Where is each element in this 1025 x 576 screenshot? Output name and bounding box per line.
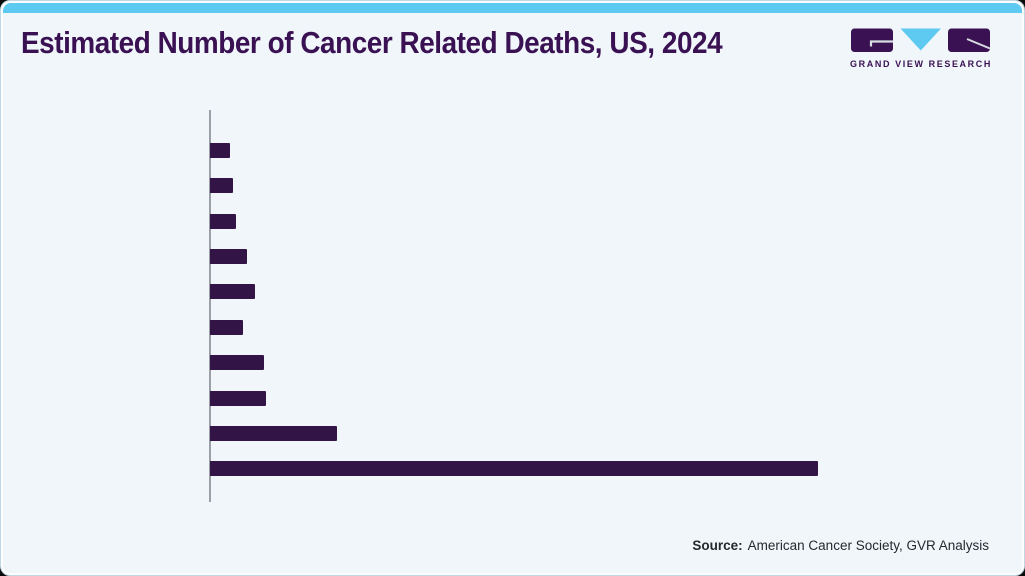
bar-row: [210, 203, 994, 238]
bar: [210, 249, 247, 265]
bar: [210, 142, 230, 158]
bar: [210, 319, 243, 335]
bar: [210, 213, 236, 229]
page-title: Estimated Number of Cancer Related Death…: [21, 25, 723, 60]
y-axis-line: [209, 110, 211, 502]
logo-r-block: [948, 28, 991, 52]
logo-wordmark: GRAND VIEW RESEARCH: [850, 59, 992, 69]
bar: [210, 355, 264, 371]
source-text: American Cancer Society, GVR Analysis: [747, 538, 989, 553]
header-accent-strip: [3, 3, 1022, 13]
bar-row: [210, 274, 994, 309]
gvr-logo-mark: [851, 28, 991, 52]
bar: [210, 178, 233, 194]
bar-group: [210, 133, 994, 487]
bar: [210, 284, 255, 300]
bar-row: [210, 416, 994, 451]
bar-row: [210, 133, 994, 168]
bar-row: [210, 345, 994, 380]
logo-g-block: [851, 28, 893, 52]
bar: [210, 390, 266, 406]
source-attribution: Source: American Cancer Society, GVR Anal…: [692, 538, 989, 553]
bar: [210, 461, 818, 477]
bar-row: [210, 451, 994, 486]
logo-v-triangle: [900, 28, 941, 51]
bar-row: [210, 168, 994, 203]
bar: [210, 426, 337, 441]
source-label: Source:: [692, 538, 743, 553]
bar-row: [210, 239, 994, 274]
gvr-logo: GRAND VIEW RESEARCH: [850, 28, 992, 69]
bar-row: [210, 380, 994, 415]
bar-row: [210, 310, 994, 345]
